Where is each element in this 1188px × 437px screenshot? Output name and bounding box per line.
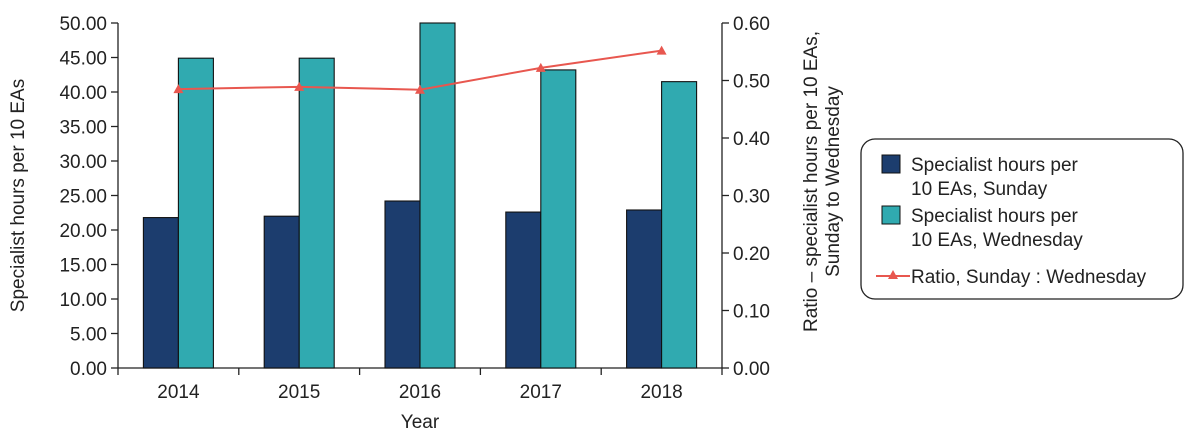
right-axis-tick-label: 0.40 [733, 129, 770, 150]
x-axis-tick-label: 2015 [278, 382, 320, 403]
bar-wednesday-2016 [419, 22, 456, 369]
legend-swatch-1 [881, 205, 901, 225]
x-axis-tick-label: 2017 [520, 382, 562, 403]
left-axis-tick-label: 10.00 [59, 290, 107, 311]
ratio-point-2016 [415, 84, 425, 94]
bar-sunday-2014 [142, 217, 179, 369]
left-axis-tick-label: 0.00 [70, 359, 107, 380]
left-axis-tick-label: 5.00 [70, 325, 107, 346]
x-axis-tick-label: 2014 [157, 382, 200, 403]
right-axis-tick-label: 0.50 [733, 72, 770, 93]
bar-sunday-2016 [384, 200, 421, 369]
y-axis-title: Specialist hours per 10 EAs [8, 79, 29, 312]
x-axis-title: Year [401, 412, 440, 432]
legend-label-0: Specialist hours per [911, 155, 1079, 176]
legend-marker-2 [888, 270, 898, 279]
right-axis-tick-label: 0.00 [733, 359, 770, 380]
right-axis-tick-label: 0.10 [733, 302, 770, 323]
left-axis-tick-label: 20.00 [59, 221, 107, 242]
legend-label-0: 10 EAs, Sunday [911, 179, 1048, 200]
bar-wednesday-2017 [540, 69, 577, 369]
legend-swatch-0 [881, 154, 901, 174]
left-axis-tick-label: 40.00 [59, 83, 107, 104]
left-axis-tick-label: 35.00 [59, 118, 107, 139]
legend-label-1: 10 EAs, Wednesday [911, 230, 1083, 251]
right-axis-tick-label: 0.20 [733, 244, 770, 265]
ratio-point-2017 [535, 62, 546, 72]
bar-sunday-2018 [626, 209, 663, 369]
x-axis-tick-label: 2018 [640, 382, 682, 403]
left-axis-tick-label: 15.00 [59, 256, 107, 277]
bar-sunday-2017 [505, 211, 542, 369]
right-axis-tick-label: 0.60 [733, 14, 770, 35]
left-axis-tick-label: 30.00 [59, 152, 107, 173]
legend-label-2: Ratio, Sunday : Wednesday [911, 267, 1147, 288]
ratio-point-2015 [294, 81, 305, 91]
x-axis-tick-label: 2016 [399, 382, 441, 403]
left-axis-tick-label: 25.00 [59, 187, 107, 208]
bar-sunday-2015 [263, 215, 300, 369]
ratio-point-2014 [173, 84, 184, 94]
legend-box [860, 138, 1184, 300]
y2-axis-title-line: Sunday to Wednesday [823, 86, 844, 277]
bar-wednesday-2018 [661, 81, 698, 369]
legend-label-1: Specialist hours per [911, 206, 1079, 227]
left-axis-tick-label: 50.00 [59, 14, 107, 35]
bar-wednesday-2014 [177, 57, 214, 369]
ratio-point-2018 [656, 45, 667, 55]
left-axis-tick-label: 45.00 [59, 49, 107, 70]
right-axis-tick-label: 0.30 [733, 187, 770, 208]
bar-wednesday-2015 [298, 57, 335, 369]
y2-axis-title-line: Ratio – specialist hours per 10 EAs, [801, 31, 822, 332]
